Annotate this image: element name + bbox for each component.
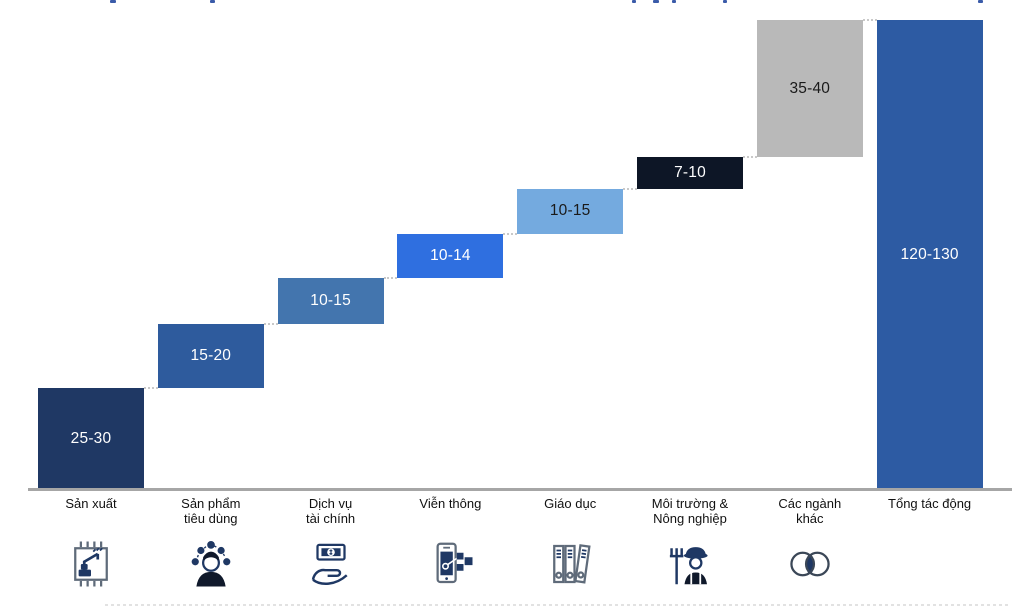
category-label-5: Giáo dục bbox=[505, 496, 635, 511]
category-label-line: Nông nghiệp bbox=[653, 511, 727, 526]
category-label-line: Dịch vụ bbox=[308, 496, 353, 511]
bar-value-label: 10-14 bbox=[430, 247, 471, 265]
category-label-7: Các ngành khác bbox=[745, 496, 875, 526]
x-axis-line bbox=[28, 488, 1012, 491]
step-connector bbox=[383, 277, 398, 280]
step-connector bbox=[263, 323, 278, 326]
category-label-2: Sản phẩm tiêu dùng bbox=[146, 496, 276, 526]
step-connector bbox=[743, 156, 757, 159]
step-connector bbox=[623, 187, 637, 190]
category-label-6: Môi trường & Nông nghiệp bbox=[625, 496, 755, 526]
bar-value-label: 25-30 bbox=[70, 429, 112, 447]
waterfall-bar-2: 15-20 bbox=[157, 324, 264, 389]
category-label-4: Viễn thông bbox=[385, 496, 515, 511]
bar-value-label: 35-40 bbox=[789, 79, 831, 97]
waterfall-bar-4: 10-14 bbox=[397, 234, 504, 279]
agriculture-icon bbox=[661, 536, 717, 592]
clipped-title-fragment bbox=[632, 0, 636, 3]
bar-value-label: 120-130 bbox=[900, 245, 959, 263]
category-label-line: Viễn thông bbox=[419, 496, 482, 511]
consumer-goods-icon bbox=[183, 536, 239, 592]
clipped-footer-line bbox=[105, 604, 1010, 606]
bar-value-label: 10-15 bbox=[310, 292, 351, 310]
category-label-line: Các ngành bbox=[778, 496, 842, 511]
waterfall-bar-1: 25-30 bbox=[38, 388, 144, 489]
clipped-title-fragment bbox=[653, 0, 659, 3]
category-label-line: Sản xuất bbox=[65, 496, 117, 511]
category-label-1: Sản xuất bbox=[26, 496, 156, 511]
other-industries-icon bbox=[782, 536, 838, 592]
bar-value-label: 10-15 bbox=[549, 202, 591, 220]
waterfall-bar-7: 35-40 bbox=[756, 20, 863, 158]
education-icon bbox=[542, 536, 598, 592]
bar-value-label: 7-10 bbox=[674, 163, 706, 181]
telecom-icon bbox=[422, 536, 478, 592]
category-label-3: Dịch vụ tài chính bbox=[266, 496, 396, 526]
category-label-line: Giáo dục bbox=[544, 496, 597, 511]
category-label-line: Môi trường & bbox=[651, 496, 729, 511]
step-connector bbox=[862, 19, 877, 21]
waterfall-bar-6: 7-10 bbox=[637, 157, 743, 189]
clipped-title-fragment bbox=[978, 0, 983, 3]
step-connector bbox=[503, 233, 518, 236]
clipped-title-fragment bbox=[110, 0, 116, 3]
category-label-line: tài chính bbox=[306, 511, 356, 526]
category-label-line: khác bbox=[796, 511, 824, 526]
category-label-line: Tổng tác động bbox=[888, 496, 972, 511]
clipped-title-fragment bbox=[672, 0, 676, 3]
category-label-8: Tổng tác động bbox=[865, 496, 995, 511]
waterfall-bar-3: 10-15 bbox=[277, 278, 384, 325]
waterfall-bar-8: 120-130 bbox=[876, 20, 983, 489]
financial-services-icon bbox=[303, 536, 359, 592]
step-connector bbox=[144, 387, 158, 390]
icons-row bbox=[0, 536, 1024, 596]
category-label-line: tiêu dùng bbox=[184, 511, 238, 526]
waterfall-bar-5: 10-15 bbox=[517, 188, 624, 235]
clipped-title-fragment bbox=[723, 0, 727, 3]
bar-value-label: 15-20 bbox=[190, 347, 232, 365]
manufacturing-icon bbox=[63, 536, 119, 592]
category-label-line: Sản phẩm bbox=[181, 496, 241, 511]
clipped-title-fragment bbox=[210, 0, 215, 3]
